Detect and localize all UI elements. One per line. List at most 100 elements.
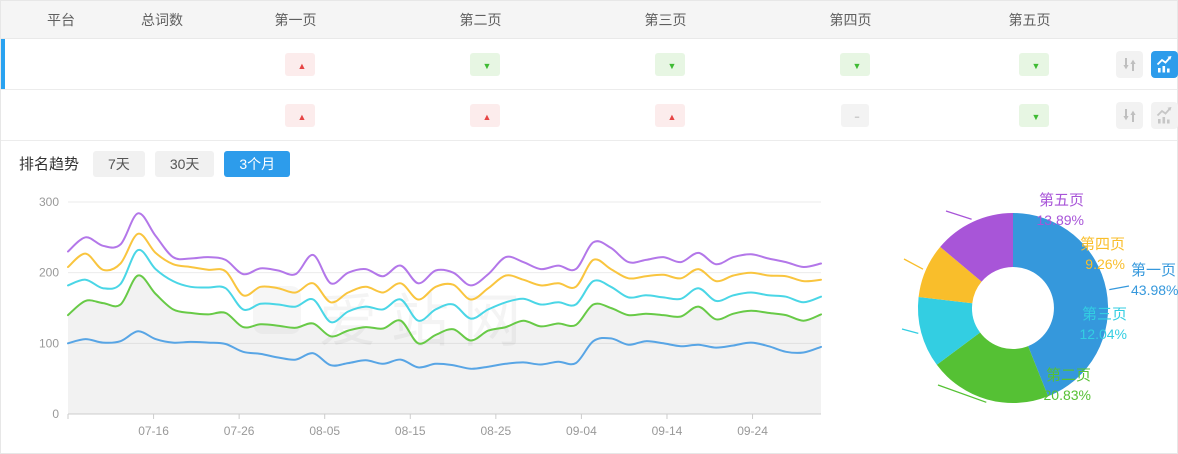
svg-text:08-25: 08-25 [480,424,511,438]
page4-cell: − [758,103,943,127]
table-row-PC端[interactable]: ▲ ▼ ▼ ▼ ▼ [1,39,1178,90]
donut-slice-第一页[interactable] [1013,212,1109,397]
table-row-移动端[interactable]: ▲ ▲ ▲ − ▼ [1,90,1178,141]
rank-trend-line-chart: 0100200300爱站网07-1607-2608-0508-1508-2509… [39,195,822,438]
sort-arrows-icon [1123,57,1136,71]
col-header-page5: 第五页 [1008,11,1051,28]
svg-text:09-04: 09-04 [566,424,597,438]
donut-svg [901,210,1130,404]
line-series-第一至五页 [67,212,822,287]
col-header-page2: 第二页 [459,11,502,28]
svg-text:100: 100 [39,336,59,350]
trend-chart-icon [1156,106,1172,123]
col-header-total: 总词数 [141,11,183,28]
donut-label-第五页: 第五页 13.89% [1037,191,1084,230]
col-header-page4: 第四页 [829,11,872,28]
trend-toolbar: 排名趋势 7天 30天 3个月 [1,141,1177,186]
page5-cell: ▼ [943,52,1116,76]
trend-chart-icon [1156,55,1172,72]
show-trend-chart-button[interactable] [1151,101,1178,129]
page5-percent-badge: ▼ [1018,52,1050,76]
page3-percent-badge: ▲ [654,103,686,127]
page2-percent-badge: ▲ [469,103,501,127]
page1-percent-badge: ▲ [284,103,316,127]
svg-text:08-05: 08-05 [309,424,340,438]
page2-percent-badge: ▼ [469,52,501,76]
page-distribution-donut-chart: 第一页 43.98% 第二页 20.83% 第三页 12.04% 第四页 9.26% 第五页 13… [846,183,1178,454]
label-line-第二页 [937,384,987,403]
rank-table: 平台 总词数 第一页 第二页 第三页 第四页 第五页 ▲ ▼ ▼ ▼ ▼ ▲ ▲ ▲ − ▼ [1,1,1178,141]
trend-range-tab-3个月[interactable]: 3个月 [224,150,291,177]
donut-label-percent: 13.89% [1036,212,1084,229]
svg-text:09-14: 09-14 [652,424,683,438]
page4-percent-badge: − [841,103,869,127]
sort-button[interactable] [1116,101,1143,129]
col-header-platform: 平台 [47,11,75,28]
line-series-第一至二页 [67,274,822,345]
donut-label-name: 第一页 [1131,262,1177,279]
col-header-page3: 第三页 [644,11,687,28]
donut-label-percent: 9.26% [1085,256,1125,273]
svg-text:300: 300 [39,195,59,209]
trend-down-icon: ▼ [1031,60,1041,71]
page3-percent-badge: ▼ [654,52,686,76]
page4-percent-badge: ▼ [839,52,871,76]
page3-cell: ▼ [573,52,758,76]
donut-label-第二页: 第二页 20.83% [1044,366,1091,405]
trend-down-icon: ▼ [852,60,862,71]
donut-label-第一页: 第一页 43.98% [1131,261,1178,300]
row-actions [1116,101,1178,129]
donut-slice-第四页[interactable] [918,246,982,304]
page4-cell: ▼ [758,52,943,76]
label-line-第四页 [903,258,924,270]
donut-label-percent: 20.83% [1043,387,1091,404]
trend-down-icon: ▼ [1031,111,1041,122]
trend-down-icon: ▼ [482,60,492,71]
table-header-row: 平台 总词数 第一页 第二页 第三页 第四页 第五页 [1,1,1177,39]
show-trend-chart-button[interactable] [1151,50,1178,78]
svg-text:08-15: 08-15 [395,424,426,438]
trend-flat-icon: − [854,111,860,122]
line-series-第一至三页 [67,248,822,324]
line-series-第一页 [67,330,822,370]
donut-label-name: 第三页 [1081,306,1127,323]
trend-range-tab-7天[interactable]: 7天 [93,150,145,177]
svg-text:07-26: 07-26 [224,424,255,438]
page1-cell: ▲ [203,103,388,127]
donut-label-第四页: 第四页 9.26% [1080,235,1125,274]
page2-cell: ▼ [388,52,573,76]
page2-cell: ▲ [388,103,573,127]
svg-text:0: 0 [52,407,59,421]
svg-text:09-24: 09-24 [737,424,768,438]
svg-text:07-16: 07-16 [138,424,169,438]
trend-up-icon: ▲ [482,111,492,122]
label-line-第一页 [1109,285,1130,291]
donut-label-name: 第四页 [1079,236,1125,253]
donut-label-name: 第五页 [1038,192,1084,209]
trend-up-icon: ▲ [297,60,307,71]
label-line-第五页 [945,210,972,220]
sort-arrows-icon [1123,108,1136,122]
donut-slice-第三页[interactable] [917,297,981,365]
donut-label-percent: 12.04% [1079,326,1127,343]
trend-up-icon: ▲ [297,111,307,122]
donut-label-第三页: 第三页 12.04% [1080,305,1127,344]
page5-percent-badge: ▼ [1018,103,1050,127]
sort-button[interactable] [1116,50,1143,78]
donut-slice-第二页[interactable] [936,332,1049,404]
page1-cell: ▲ [203,52,388,76]
svg-text:200: 200 [39,266,59,280]
page1-percent-badge: ▲ [284,52,316,76]
page5-cell: ▼ [943,103,1116,127]
trend-range-tab-30天[interactable]: 30天 [154,150,215,177]
donut-label-name: 第二页 [1045,367,1091,384]
col-header-page1: 第一页 [274,11,317,28]
donut-slice-第五页[interactable] [940,212,1013,282]
label-line-第三页 [901,328,919,335]
trend-title: 排名趋势 [19,156,80,173]
donut-label-percent: 43.98% [1131,282,1178,299]
line-series-第一至四页 [67,232,822,304]
trend-up-icon: ▲ [667,111,677,122]
row-actions [1116,50,1178,78]
